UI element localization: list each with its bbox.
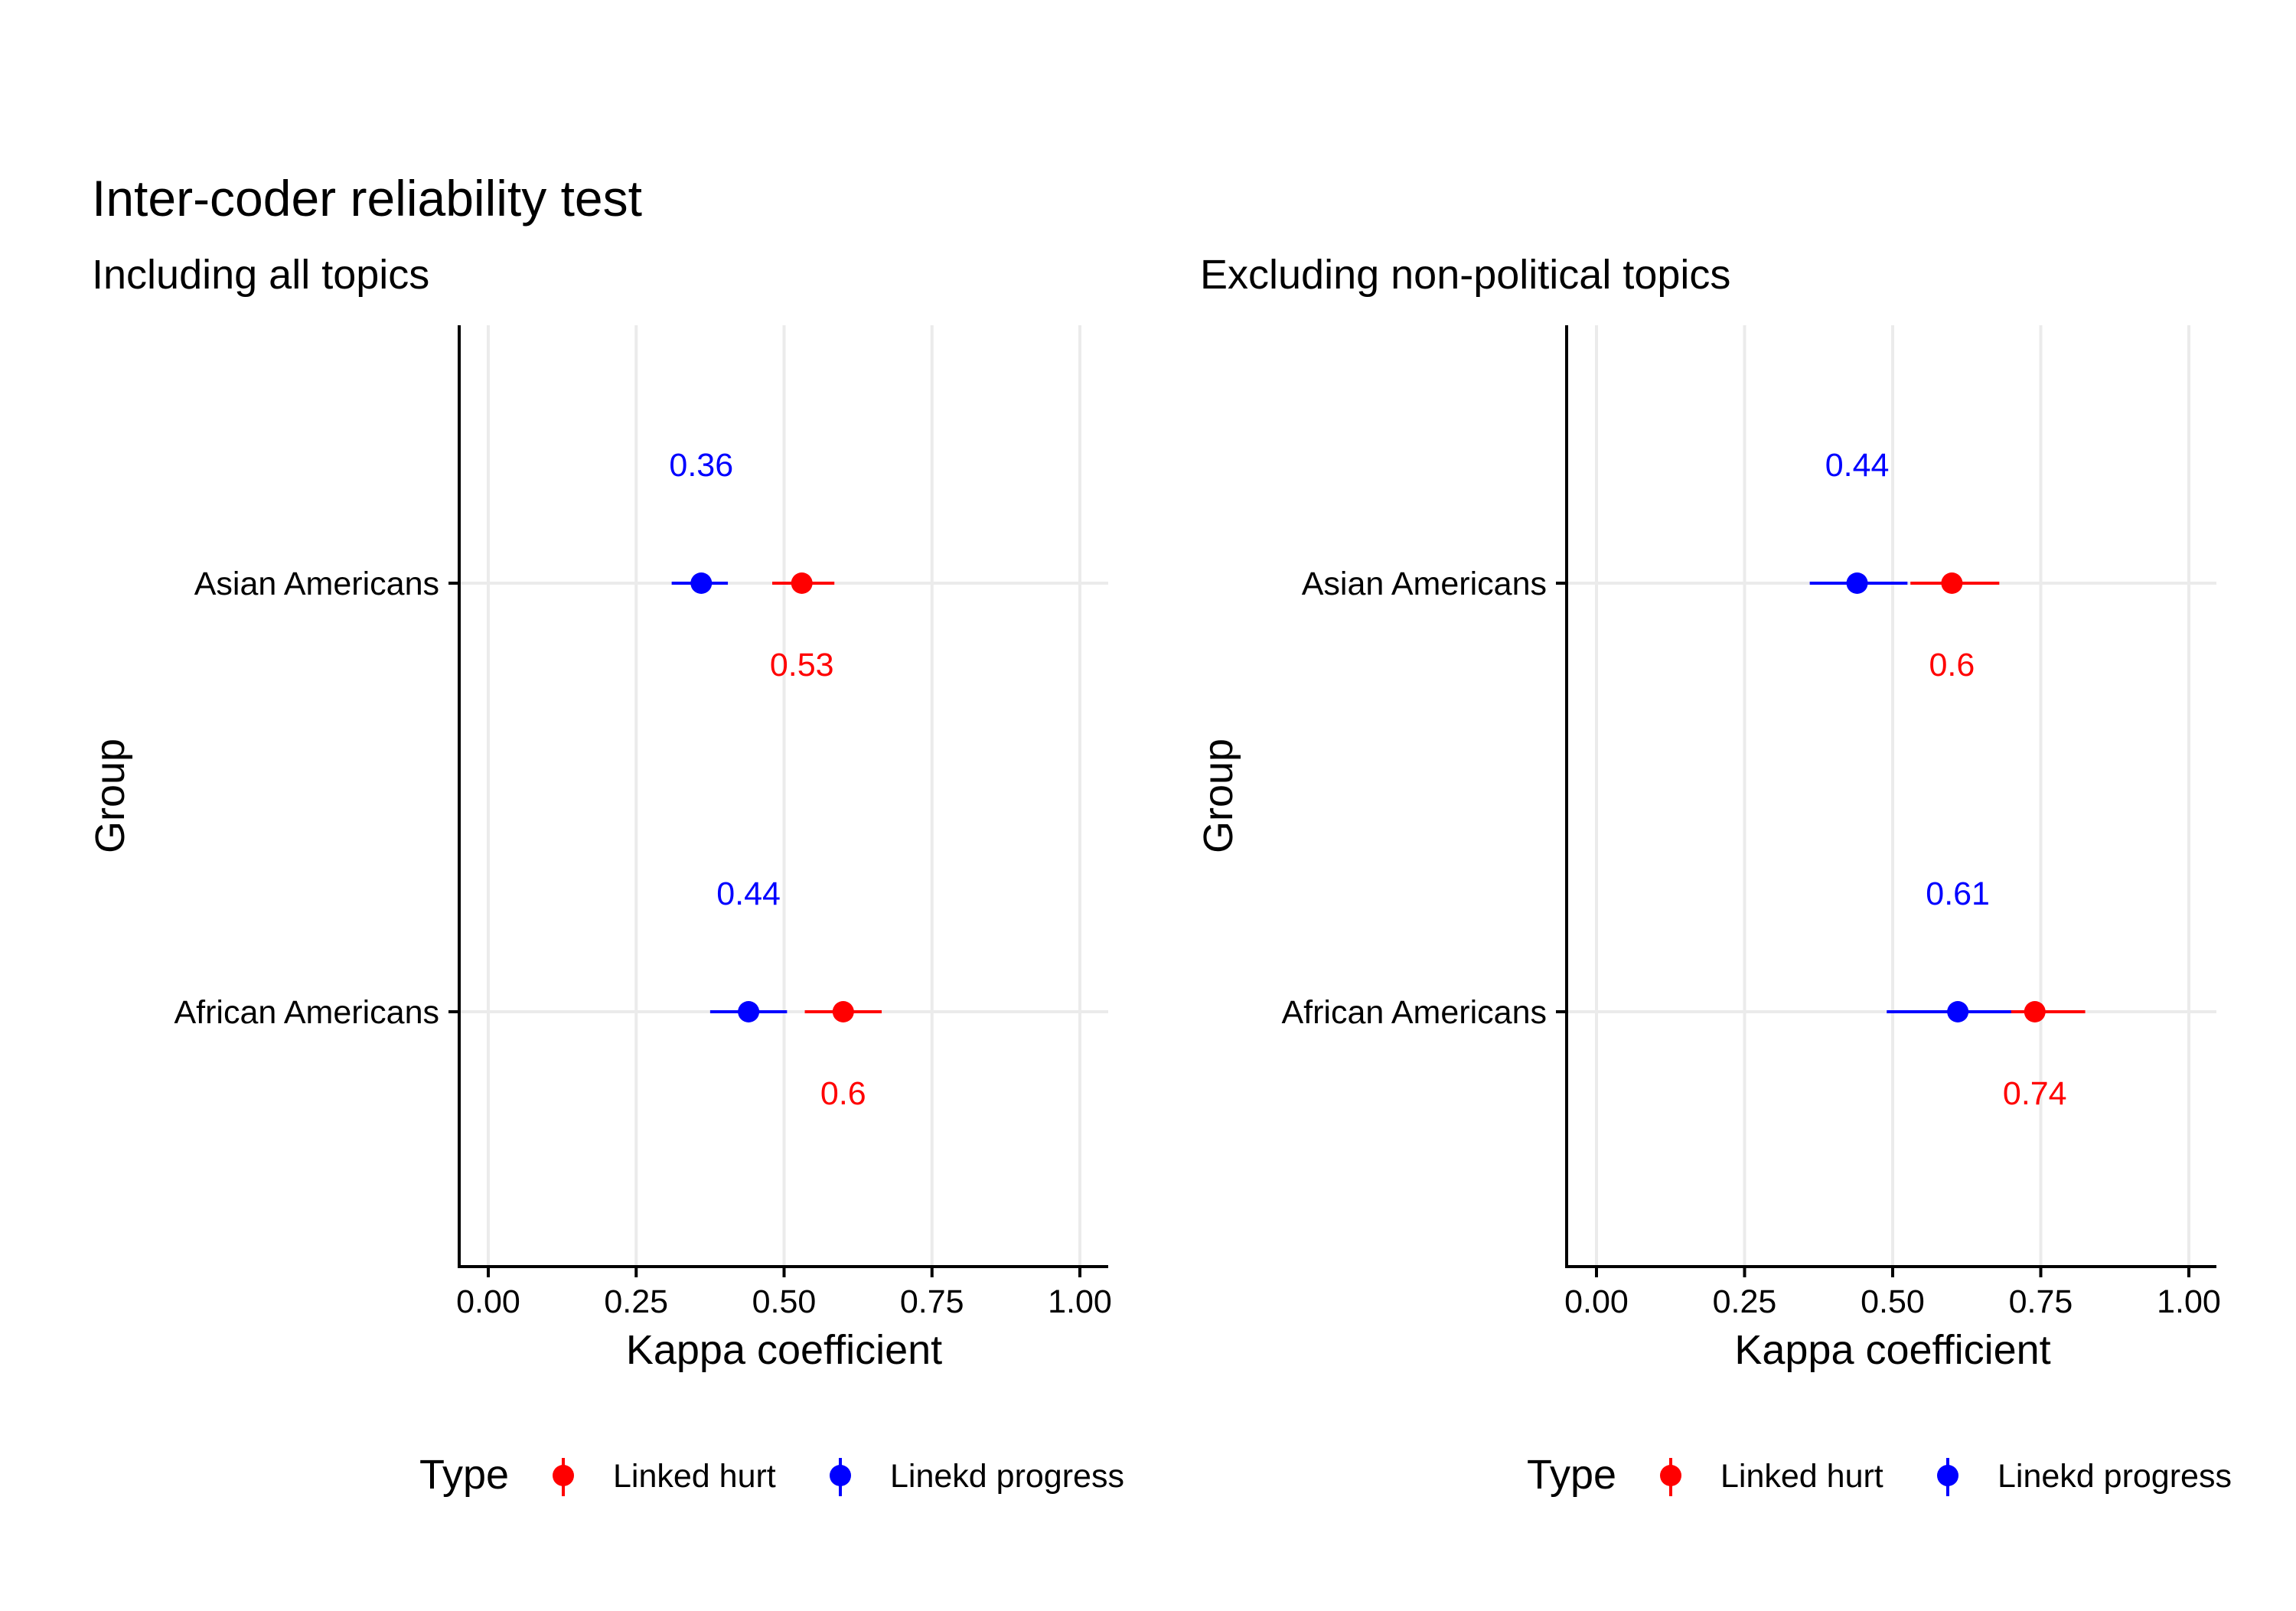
data-point: [1846, 572, 1868, 594]
x-tick-label: 0.25: [1713, 1283, 1777, 1320]
data-label: 0.36: [669, 447, 733, 484]
data-point: [1941, 572, 1963, 594]
legend-key-point: [830, 1465, 851, 1486]
legend-label: Linked hurt: [1720, 1458, 1883, 1495]
data-point: [690, 572, 713, 594]
legend-item: Linked hurt: [553, 1458, 776, 1496]
y-tick-label: African Americans: [1281, 994, 1547, 1031]
y-tick-label: Asian Americans: [1302, 566, 1547, 602]
chart-title: Inter-coder reliability test: [92, 170, 642, 227]
legend-item: Linekd progress: [1937, 1458, 2232, 1496]
legend-label: Linekd progress: [890, 1458, 1124, 1495]
x-tick-label: 0.00: [1564, 1283, 1629, 1320]
legend-title: Type: [419, 1452, 509, 1498]
legend-label: Linekd progress: [1998, 1458, 2232, 1495]
legend: Type Linked hurt Linekd progress: [1527, 1452, 2232, 1498]
panel-2: Excluding non-political topics 0.00 0.25 0.…: [1195, 252, 2232, 1498]
data-label: 0.44: [1825, 447, 1890, 484]
data-point: [832, 1001, 854, 1022]
y-axis-title: Group: [87, 739, 133, 853]
legend-item: Linekd progress: [830, 1458, 1124, 1496]
data-label: 0.6: [820, 1075, 866, 1112]
data-point: [1947, 1001, 1969, 1022]
y-tick-label: African Americans: [174, 994, 439, 1031]
x-tick-label: 0.50: [752, 1283, 817, 1320]
legend-key-point: [1937, 1465, 1958, 1486]
panel-subtitle: Excluding non-political topics: [1200, 252, 1730, 298]
y-axis-title: Group: [1195, 739, 1241, 853]
x-axis-title: Kappa coefficient: [1734, 1327, 2050, 1373]
chart-panels: Including all topics 0.00 0.25 0.50 0.75 1.00…: [87, 252, 2232, 1498]
data-point: [791, 572, 813, 594]
x-tick-label: 0.75: [2009, 1283, 2073, 1320]
y-tick-label: Asian Americans: [194, 566, 439, 602]
data-label: 0.6: [1929, 647, 1975, 683]
data-label: 0.44: [716, 876, 781, 912]
panel-subtitle: Including all topics: [92, 252, 429, 298]
legend-key-point: [553, 1465, 574, 1486]
x-tick-label: 1.00: [2157, 1283, 2221, 1320]
data-point: [738, 1001, 760, 1022]
legend-title: Type: [1527, 1452, 1616, 1498]
data-label: 0.74: [2003, 1075, 2067, 1112]
data-label: 0.61: [1926, 876, 1990, 912]
x-axis-title: Kappa coefficient: [626, 1327, 942, 1373]
data-label: 0.53: [770, 647, 834, 683]
x-tick-label: 0.00: [456, 1283, 520, 1320]
panel-1: Including all topics 0.00 0.25 0.50 0.75 1.00…: [87, 252, 1124, 1498]
x-tick-label: 0.25: [604, 1283, 668, 1320]
legend-key-point: [1660, 1465, 1681, 1486]
data-point: [2024, 1001, 2046, 1022]
x-tick-label: 1.00: [1048, 1283, 1112, 1320]
legend-item: Linked hurt: [1660, 1458, 1883, 1496]
x-tick-label: 0.50: [1861, 1283, 1925, 1320]
legend: Type Linked hurt Linekd progress: [419, 1452, 1124, 1498]
x-tick-label: 0.75: [900, 1283, 964, 1320]
legend-label: Linked hurt: [613, 1458, 776, 1495]
